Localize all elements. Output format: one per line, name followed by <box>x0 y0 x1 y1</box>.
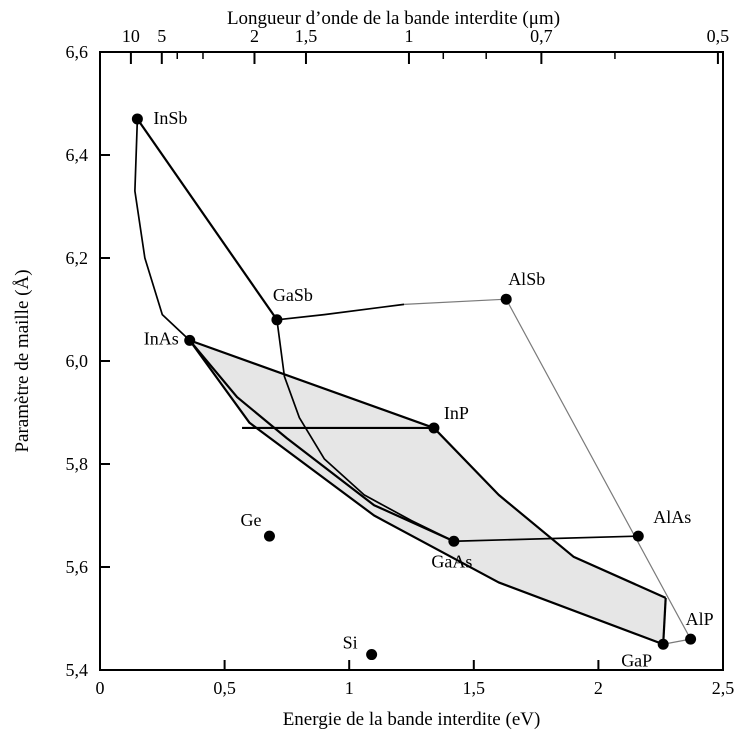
x-tick-label: 1,5 <box>463 678 486 698</box>
alloy-curve <box>433 427 667 599</box>
top-tick-label: 0,5 <box>707 26 730 46</box>
data-point <box>428 422 440 434</box>
data-point-label: GaP <box>621 650 652 670</box>
top-tick-label: 2 <box>250 26 259 46</box>
data-point-label: GaAs <box>431 551 472 571</box>
y-tick-label: 5,6 <box>66 557 89 577</box>
plot-frame <box>99 51 724 671</box>
alloy-curve <box>276 303 405 321</box>
x-tick-label: 0,5 <box>213 678 236 698</box>
x-tick-label: 2,5 <box>712 678 735 698</box>
alloy-curve <box>134 118 191 342</box>
top-tick-label: 1,5 <box>295 26 318 46</box>
y-tick-label: 6,6 <box>66 42 89 62</box>
data-point <box>184 334 196 346</box>
top-tick-label: 5 <box>157 26 166 46</box>
alloy-curve <box>188 339 664 646</box>
axis-ticks: 0 0,5 1 1,5 2 2,5 5,4 5,6 5,8 6,0 6,2 6,4 6,6 10 5 2 1,5… <box>66 26 735 698</box>
data-point <box>366 649 378 661</box>
data-point-label: InSb <box>153 108 187 128</box>
alloy-curve <box>403 298 507 305</box>
y-axis-title: Paramètre de maille (Å) <box>12 269 33 452</box>
data-point-label: AlSb <box>508 269 545 289</box>
shaded-region <box>189 340 666 645</box>
data-point-label: Ge <box>240 510 261 530</box>
alloy-curve <box>276 319 455 543</box>
data-point <box>448 535 460 547</box>
data-point-label: InP <box>444 403 469 423</box>
data-point-label: AlP <box>686 609 714 629</box>
top-axis-title: Longueur d’onde de la bande interdite (μ… <box>227 8 560 29</box>
data-point <box>657 638 669 650</box>
x-tick-label: 1 <box>345 678 354 698</box>
top-tick-label: 10 <box>122 26 140 46</box>
top-tick-label: 0,7 <box>530 26 553 46</box>
data-point <box>632 530 644 542</box>
y-tick-label: 5,8 <box>66 454 89 474</box>
x-axis-title: Energie de la bande interdite (eV) <box>283 709 541 730</box>
alloy-curve <box>136 118 278 321</box>
data-point-label: InAs <box>144 328 179 348</box>
top-tick-label: 1 <box>404 26 413 46</box>
data-point-label: AlAs <box>653 507 691 527</box>
data-point <box>500 293 512 305</box>
data-point-label: GaSb <box>273 285 313 305</box>
alloy-curve <box>505 298 692 640</box>
y-tick-label: 5,4 <box>66 660 89 680</box>
alloy-curve <box>188 339 455 543</box>
alloy-curves <box>134 118 692 646</box>
data-point <box>263 530 275 542</box>
data-point <box>271 314 283 326</box>
data-point-label: Si <box>343 633 358 653</box>
y-tick-label: 6,4 <box>66 145 89 165</box>
alloy-curve <box>453 535 639 543</box>
y-tick-label: 6,2 <box>66 248 89 268</box>
shaded-regions <box>189 340 666 645</box>
alloy-curve <box>189 339 435 429</box>
alloy-curve <box>662 597 667 645</box>
y-tick-label: 6,0 <box>66 351 89 371</box>
data-point <box>131 113 143 125</box>
x-tick-label: 2 <box>594 678 603 698</box>
data-points: InSb GaSb AlSb InAs InP Ge GaAs AlAs Si GaP AlP <box>131 108 714 670</box>
data-point <box>685 633 697 645</box>
x-tick-label: 0 <box>96 678 105 698</box>
